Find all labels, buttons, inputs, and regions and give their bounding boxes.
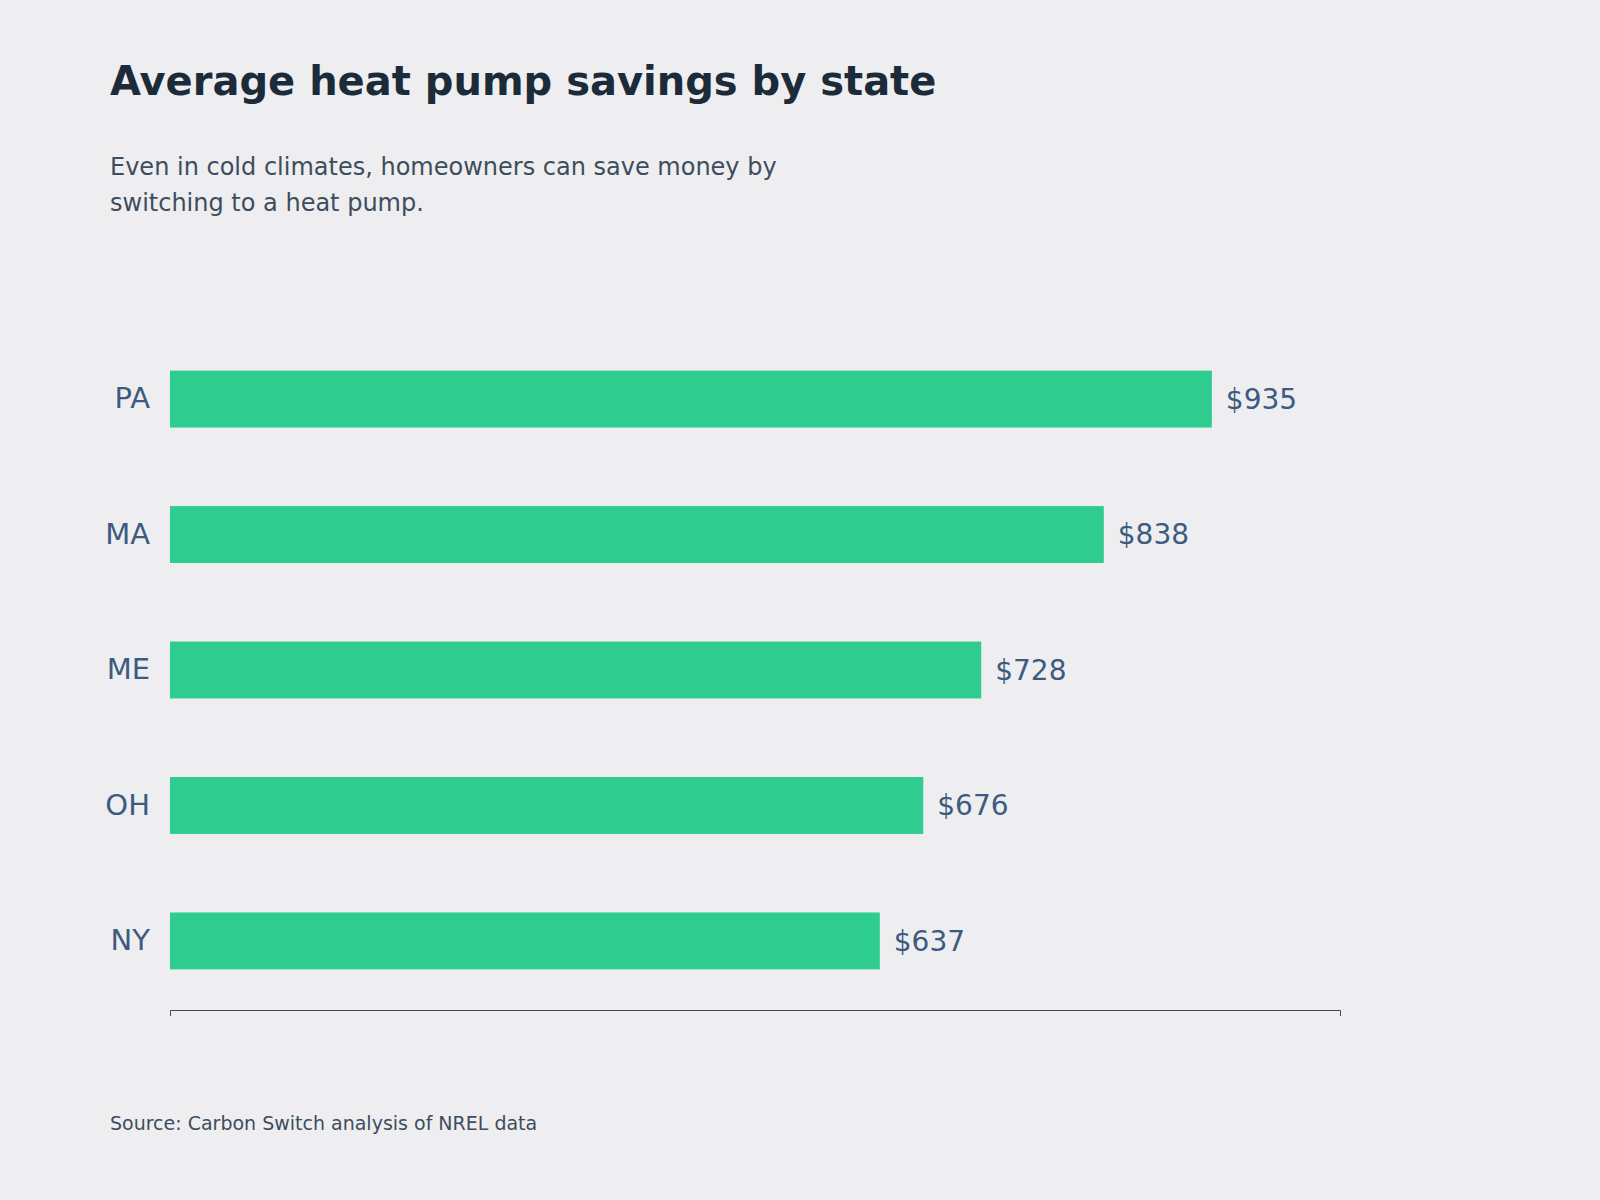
x-axis bbox=[171, 1011, 1341, 1017]
y-tick-label: PA bbox=[115, 381, 151, 415]
y-tick: NY bbox=[111, 923, 170, 957]
chart: Average heat pump savings by state Even i… bbox=[0, 0, 1600, 1200]
y-tick: MA bbox=[105, 517, 170, 551]
background bbox=[0, 0, 1600, 1200]
y-tick: ME bbox=[107, 652, 170, 686]
plot: $935 $838 $728 $676 $637 PA MA ME OH NY bbox=[105, 331, 1340, 1017]
bar bbox=[170, 371, 1212, 428]
y-tick-label: OH bbox=[105, 788, 150, 822]
y-tick-label: NY bbox=[111, 923, 151, 957]
data-label: $728 bbox=[995, 654, 1066, 687]
y-tick-label: ME bbox=[107, 652, 150, 686]
bar bbox=[170, 912, 880, 969]
data-label: $637 bbox=[894, 925, 965, 958]
data-label: $838 bbox=[1118, 518, 1189, 551]
data-label: $676 bbox=[937, 789, 1008, 822]
subtitle-line: switching to a heat pump. bbox=[110, 189, 424, 217]
subtitle: Even in cold climates, homeowners can sa… bbox=[110, 153, 777, 217]
y-axis: PA MA ME OH NY bbox=[105, 331, 170, 1011]
bar bbox=[170, 506, 1104, 563]
y-tick: OH bbox=[105, 788, 170, 822]
y-axis-line bbox=[170, 331, 171, 1011]
subtitle-line: Even in cold climates, homeowners can sa… bbox=[110, 153, 777, 181]
bars bbox=[170, 371, 1212, 970]
data-label: $935 bbox=[1226, 383, 1297, 416]
bar bbox=[170, 642, 981, 699]
x-axis-line bbox=[171, 1011, 1341, 1017]
bar bbox=[170, 777, 923, 834]
data-labels: $935 $838 $728 $676 $637 bbox=[894, 383, 1297, 958]
source-note: Source: Carbon Switch analysis of NREL d… bbox=[110, 1112, 537, 1134]
y-tick: PA bbox=[115, 381, 170, 415]
y-tick-label: MA bbox=[105, 517, 150, 551]
title: Average heat pump savings by state bbox=[110, 58, 936, 104]
